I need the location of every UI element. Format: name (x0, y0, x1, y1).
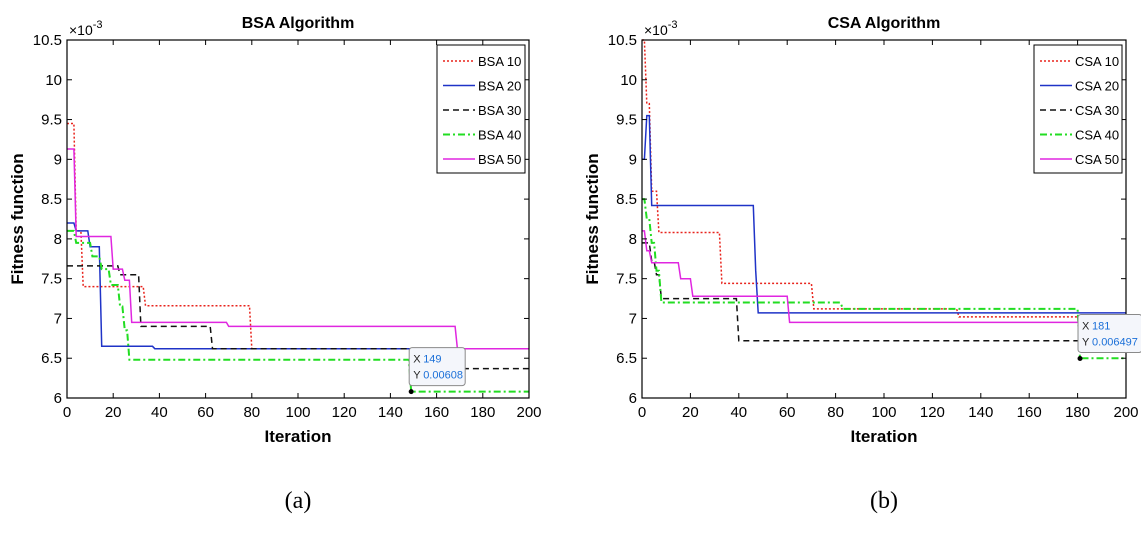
x-tick-label: 180 (1065, 404, 1090, 421)
y-tick-label: 7.5 (41, 271, 62, 288)
legend-label: BSA 10 (478, 54, 521, 69)
y-tick-label: 7 (54, 310, 62, 327)
legend-label: BSA 20 (478, 79, 521, 94)
y-tick-label: 10 (620, 72, 637, 89)
legend: BSA 10 BSA 20 BSA 30 BSA 40 BSA 50 (436, 44, 526, 174)
series-line-csa-10 (642, 39, 1126, 342)
figure-caption: (a) (285, 488, 312, 514)
datatip-box (1077, 313, 1141, 353)
legend-label: CSA 10 (1075, 54, 1119, 69)
x-tick-label: 180 (470, 404, 495, 421)
x-tick-label: 20 (105, 404, 122, 421)
x-tick-label: 120 (920, 404, 945, 421)
series-line-bsa-50 (67, 148, 529, 350)
y-tick-label: 6.5 (41, 350, 62, 367)
datatip-marker (408, 389, 414, 395)
datatip-x-value: 149 (423, 354, 441, 366)
series-line-csa-40 (642, 198, 1126, 360)
y-tick-label: 6 (54, 390, 62, 407)
x-tick-label: 100 (285, 404, 310, 421)
series-line-bsa-20 (67, 222, 529, 350)
legend-label: BSA 30 (478, 103, 521, 118)
series-line-bsa-40 (67, 229, 529, 393)
x-tick-label: 40 (730, 404, 747, 421)
x-tick-label: 120 (332, 404, 357, 421)
y-tick-label: 6.5 (616, 350, 637, 367)
chart-title: CSA Algorithm (828, 15, 941, 32)
datatip-y-value: 0.006497 (1092, 336, 1138, 348)
legend-label: CSA 40 (1075, 128, 1119, 143)
x-axis-label: Iteration (850, 427, 917, 446)
x-tick-label: 200 (1113, 404, 1138, 421)
x-tick-label: 140 (968, 404, 993, 421)
y-tick-label: 7 (629, 310, 637, 327)
x-tick-label: 160 (424, 404, 449, 421)
x-axis-label: Iteration (264, 427, 331, 446)
x-tick-label: 80 (243, 404, 260, 421)
legend-label: BSA 40 (478, 128, 521, 143)
y-tick-label: 9.5 (41, 112, 62, 129)
y-exponent-power: -3 (93, 19, 103, 31)
y-tick-label: 8.5 (616, 191, 637, 208)
legend-label: CSA 50 (1075, 152, 1119, 167)
y-tick-label: 8.5 (41, 191, 62, 208)
series-line-csa-20 (642, 114, 1126, 314)
y-tick-label: 9.5 (616, 112, 637, 129)
y-axis-label: Fitness function (8, 153, 27, 284)
y-tick-label: 8 (54, 231, 62, 248)
figure-caption: (b) (870, 488, 898, 514)
legend-box (436, 44, 526, 174)
series-line-csa-30 (642, 242, 1126, 342)
legend-label: CSA 20 (1075, 79, 1119, 94)
y-exponent-power: -3 (668, 19, 678, 31)
datatip-x-label: X (1082, 320, 1090, 332)
y-tick-label: 8 (629, 231, 637, 248)
legend-label: BSA 50 (478, 152, 521, 167)
x-tick-label: 200 (516, 404, 541, 421)
x-tick-label: 0 (63, 404, 71, 421)
datatip-x-label: X (413, 354, 421, 366)
x-tick-label: 80 (827, 404, 844, 421)
y-exponent-label: ×10-3 (644, 19, 678, 38)
chart-title: BSA Algorithm (242, 15, 355, 32)
y-tick-label: 10 (45, 72, 62, 89)
x-tick-label: 60 (197, 404, 214, 421)
chart-csa: 0 20 40 60 80 100 120 140 160 180 200 6 6.5 7 7.5 8 8.5 9… (583, 15, 1141, 514)
y-exponent-label: ×10-3 (69, 19, 103, 38)
legend-box (1033, 44, 1123, 174)
y-tick-label: 7.5 (616, 271, 637, 288)
datatip-marker (1077, 355, 1083, 361)
legend: CSA 10 CSA 20 CSA 30 CSA 40 CSA 50 (1033, 44, 1123, 174)
x-tick-label: 140 (378, 404, 403, 421)
x-tick-label: 0 (638, 404, 646, 421)
y-exponent-base: ×10 (644, 22, 668, 38)
y-tick-label: 6 (629, 390, 637, 407)
y-tick-label: 9 (54, 151, 62, 168)
datatip-x-value: 181 (1092, 320, 1110, 332)
x-tick-label: 40 (151, 404, 168, 421)
datatip-y-label: Y (413, 370, 421, 382)
datatip-box (408, 347, 466, 387)
legend-label: CSA 30 (1075, 103, 1119, 118)
datatip-y-label: Y (1082, 336, 1090, 348)
y-tick-label: 9 (629, 151, 637, 168)
x-tick-label: 60 (779, 404, 796, 421)
series-line-csa-50 (642, 230, 1126, 324)
y-axis-label: Fitness function (583, 153, 602, 284)
y-tick-label: 10.5 (608, 32, 637, 49)
y-tick-label: 10.5 (33, 32, 62, 49)
x-tick-label: 20 (682, 404, 699, 421)
y-exponent-base: ×10 (69, 22, 93, 38)
chart-bsa: 0 20 40 60 80 100 120 140 160 180 200 6 6.5 7 7.5 8 8.5 9… (8, 15, 542, 514)
datatip-y-value: 0.00608 (423, 370, 463, 382)
x-tick-label: 100 (871, 404, 896, 421)
x-tick-label: 160 (1017, 404, 1042, 421)
